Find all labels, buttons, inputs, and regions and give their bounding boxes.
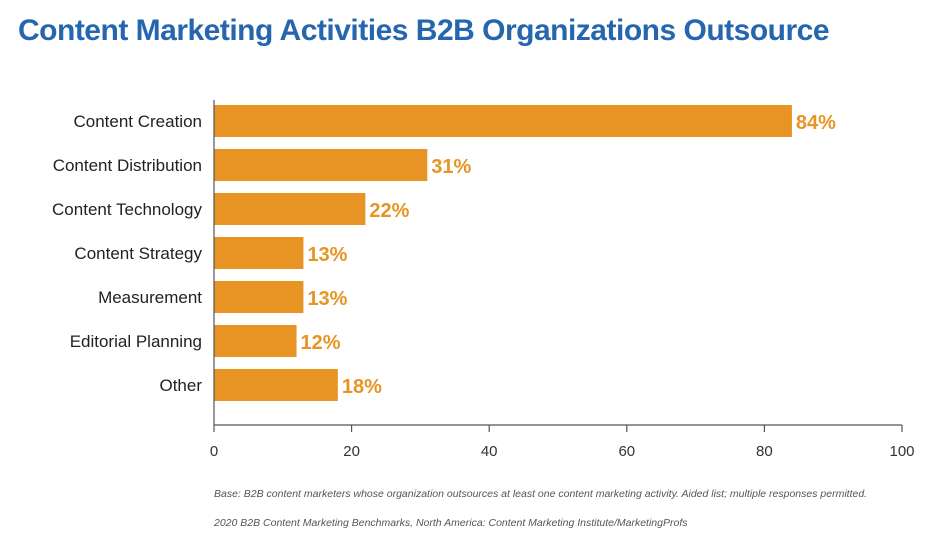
footnote-base: Base: B2B content marketers whose organi…	[214, 488, 868, 500]
category-label: Content Creation	[73, 112, 202, 131]
bar	[214, 369, 338, 401]
data-label: 13%	[307, 288, 347, 310]
x-tick-label: 0	[210, 443, 218, 460]
data-label: 18%	[342, 376, 382, 398]
bar	[214, 237, 304, 269]
data-label: 12%	[301, 332, 341, 354]
footnote-source: 2020 B2B Content Marketing Benchmarks, N…	[214, 517, 688, 529]
bar	[214, 105, 792, 137]
category-label: Content Strategy	[74, 244, 202, 263]
data-label: 84%	[796, 112, 836, 134]
x-tick-label: 100	[889, 443, 914, 460]
category-label: Other	[159, 376, 202, 395]
bar-chart: Content Creation 84% Content Distribution 3…	[52, 100, 915, 460]
category-label: Editorial Planning	[70, 332, 202, 351]
x-tick-label: 40	[481, 443, 498, 460]
data-label: 31%	[431, 156, 471, 178]
bar	[214, 149, 428, 181]
category-label: Content Distribution	[53, 156, 202, 175]
category-label: Content Technology	[52, 200, 202, 219]
chart-title: Content Marketing Activities B2B Organiz…	[18, 14, 830, 47]
bar	[214, 193, 366, 225]
x-tick-label: 60	[618, 443, 635, 460]
category-label: Measurement	[98, 288, 202, 307]
data-label: 13%	[307, 244, 347, 266]
bar	[214, 281, 304, 313]
data-label: 22%	[369, 200, 409, 222]
x-tick-label: 20	[343, 443, 360, 460]
bar	[214, 325, 297, 357]
x-tick-label: 80	[756, 443, 773, 460]
